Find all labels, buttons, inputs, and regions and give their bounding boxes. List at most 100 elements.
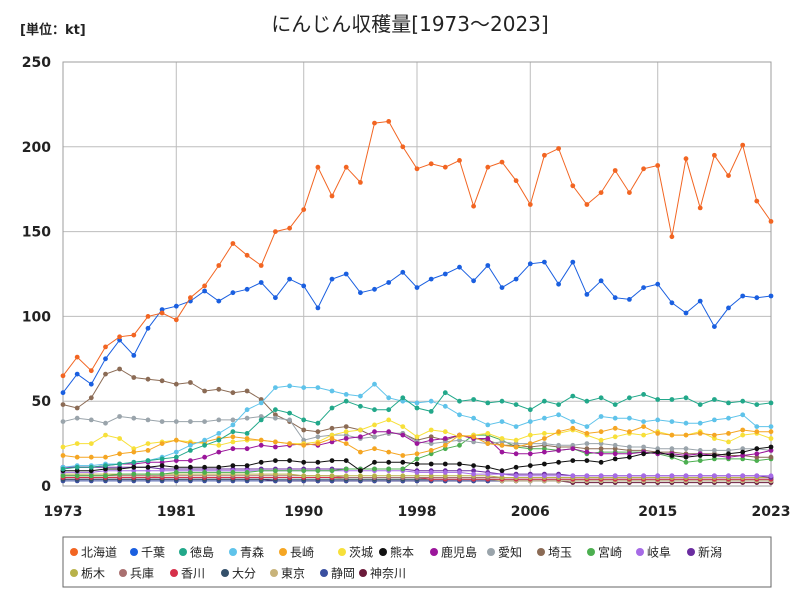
data-point [754, 451, 760, 457]
data-point [697, 473, 703, 479]
legend-marker [338, 548, 346, 556]
data-point [768, 436, 774, 441]
legend-label: 新潟 [698, 545, 722, 560]
data-point [513, 276, 519, 282]
data-point [485, 400, 491, 406]
data-point [598, 278, 604, 284]
legend-marker [320, 569, 328, 577]
data-point [60, 453, 66, 458]
data-point [216, 449, 222, 455]
data-point [754, 454, 760, 460]
data-point [669, 419, 675, 424]
data-point [103, 432, 108, 438]
data-point [570, 442, 576, 448]
data-point [88, 468, 94, 474]
data-point [556, 459, 561, 465]
data-point [117, 414, 122, 419]
data-point [485, 422, 491, 428]
data-point [584, 473, 590, 479]
data-point [145, 325, 151, 331]
data-point [457, 432, 462, 438]
data-point [740, 432, 746, 438]
data-point [584, 446, 590, 452]
data-point [329, 468, 335, 474]
data-point [556, 442, 561, 448]
data-point [428, 427, 434, 433]
data-point [726, 473, 731, 479]
legend-label: 静岡 [331, 567, 355, 581]
data-point [287, 276, 292, 282]
data-point [768, 448, 774, 453]
data-point [471, 203, 476, 209]
data-point [343, 458, 349, 463]
data-point [244, 436, 250, 441]
data-point [60, 390, 66, 396]
data-point [655, 446, 661, 452]
data-point [641, 432, 646, 438]
data-point [74, 441, 80, 446]
data-point [216, 263, 222, 268]
legend-item-18: 東京 [270, 567, 305, 581]
data-point [485, 263, 491, 268]
legend-label: 埼玉 [548, 546, 572, 560]
data-point [740, 412, 746, 418]
data-point [414, 456, 420, 462]
data-point [230, 241, 236, 246]
legend-item-8: 鹿児島 [430, 545, 477, 560]
data-point [273, 412, 278, 418]
data-point [74, 454, 80, 460]
data-point [669, 446, 675, 452]
data-point [117, 451, 122, 457]
legend-box [62, 536, 772, 588]
data-point [230, 290, 236, 296]
data-point [145, 448, 151, 453]
data-point [726, 439, 731, 445]
data-point [457, 473, 462, 479]
data-point [372, 466, 377, 472]
series-1 [60, 119, 774, 379]
legend-marker [70, 548, 78, 556]
data-point [244, 446, 250, 452]
data-point [513, 451, 519, 457]
data-point [343, 436, 349, 441]
legend-item-7: 熊本 [379, 545, 414, 560]
data-point [570, 183, 576, 189]
data-point [485, 464, 491, 470]
data-point [768, 219, 774, 224]
data-point [754, 446, 760, 452]
data-point [131, 415, 137, 421]
data-point [754, 424, 760, 429]
data-point [103, 454, 108, 460]
data-point [712, 436, 717, 441]
data-point [598, 451, 604, 457]
data-point [343, 432, 349, 438]
data-point [754, 473, 760, 479]
data-point [556, 146, 561, 151]
data-point [202, 442, 208, 448]
data-point [329, 388, 335, 394]
data-point [754, 458, 760, 463]
data-point [641, 451, 646, 457]
data-point [754, 402, 760, 407]
data-point [230, 390, 236, 396]
data-point [471, 278, 476, 284]
data-point [612, 451, 618, 457]
data-point [442, 442, 448, 448]
data-point [471, 415, 476, 421]
data-point [612, 425, 618, 431]
data-point [117, 461, 122, 467]
data-point [301, 468, 307, 474]
data-point [598, 414, 604, 419]
legend-marker [636, 548, 644, 556]
data-point [315, 441, 321, 446]
data-point [343, 164, 349, 170]
legend-marker [70, 569, 78, 577]
data-point [697, 402, 703, 407]
data-point [230, 470, 236, 475]
data-point [485, 164, 491, 170]
data-point [556, 402, 561, 407]
data-point [145, 376, 151, 382]
data-point [655, 281, 661, 287]
data-point [499, 468, 505, 474]
